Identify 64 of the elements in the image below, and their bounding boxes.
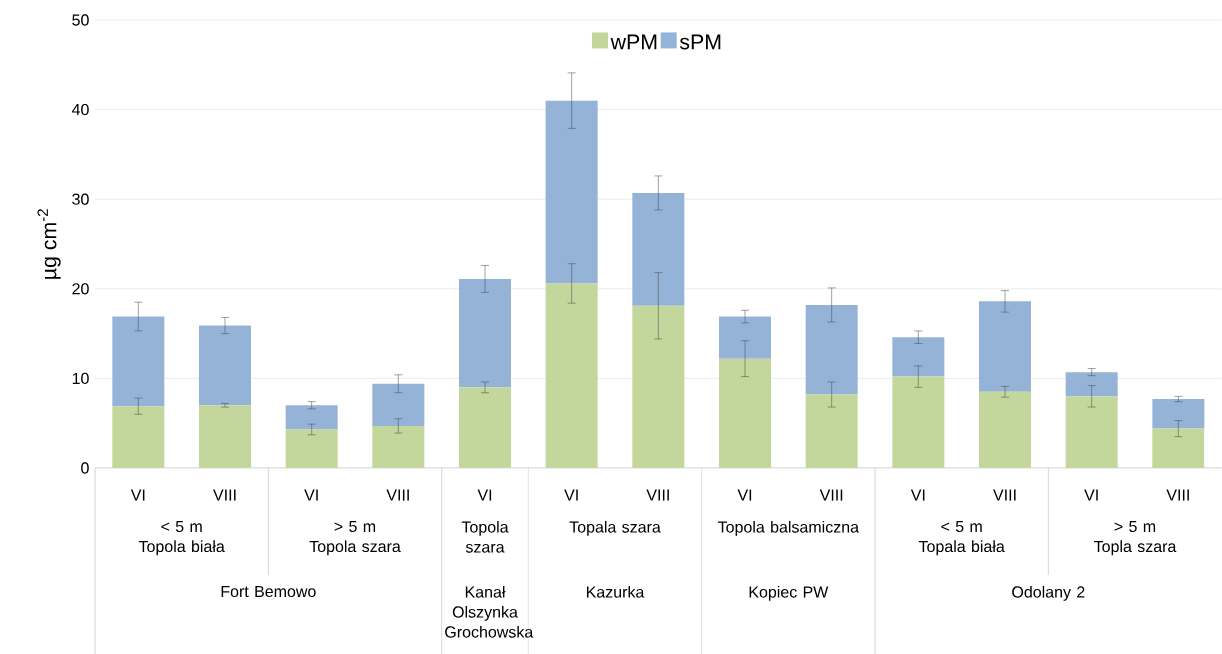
- bar: [979, 391, 1032, 468]
- bar: [719, 358, 771, 468]
- y-tick-label: 10: [72, 372, 89, 385]
- text: > 5 m: [1114, 520, 1156, 533]
- x-tick-label: VI: [130, 489, 145, 501]
- legend-label: wPM: [610, 34, 657, 50]
- bar: [285, 429, 338, 468]
- bar: [545, 100, 598, 284]
- text: Kanał Olszynka Grochowska: [445, 585, 534, 638]
- y-tick-label: 30: [72, 193, 89, 205]
- x-tick-label: VI: [477, 489, 492, 501]
- x-tick-label: VI: [910, 489, 925, 501]
- x-tick-label: VIII: [646, 489, 669, 501]
- bar: [632, 305, 685, 468]
- bar: [892, 376, 945, 468]
- y-axis-title: µg cm$^{-2}$: [37, 209, 61, 279]
- text: Topla szara: [1094, 540, 1177, 556]
- bar: [112, 406, 165, 468]
- y-tick-label: 20: [72, 283, 89, 295]
- x-tick-label: VIII: [1166, 489, 1189, 501]
- y-tick-label: 40: [71, 103, 89, 116]
- text: Topola biała: [138, 540, 225, 556]
- bar: [719, 316, 771, 359]
- x-tick-label: VI: [564, 489, 578, 501]
- x-tick-label: VIII: [819, 489, 843, 501]
- text: > 5 m: [334, 520, 376, 533]
- text: < 5 m: [161, 520, 202, 533]
- bar: [1152, 399, 1205, 429]
- text: Odolany 2: [1012, 585, 1085, 601]
- bar: [632, 192, 685, 306]
- x-tick-label: VIII: [213, 489, 236, 501]
- text: Topala biała: [918, 540, 1005, 556]
- text: Fort Bemowo: [221, 585, 316, 598]
- bar: [112, 316, 165, 407]
- bar: [199, 405, 251, 468]
- x-tick-label: VI: [737, 489, 752, 501]
- x-tick-label: VIII: [993, 489, 1016, 501]
- bar: [892, 337, 945, 377]
- text: Kazurka: [586, 585, 645, 598]
- text: Topola szara: [461, 520, 509, 553]
- text: Topola balsamiczna: [717, 520, 859, 536]
- text: Topola szara: [309, 540, 401, 556]
- text: Topala szara: [569, 520, 661, 536]
- bar: [372, 425, 425, 468]
- bar: [979, 301, 1032, 392]
- bar: [545, 283, 598, 468]
- bar: [1065, 396, 1118, 468]
- bar: [805, 304, 858, 395]
- bar: [805, 394, 858, 468]
- legend-label: sPM: [679, 34, 721, 50]
- bar: [199, 325, 251, 406]
- y-tick-label: 0: [81, 462, 89, 474]
- x-tick-label: VI: [1084, 489, 1098, 501]
- bar: [1065, 372, 1118, 397]
- bar: [285, 405, 338, 430]
- bar: [1152, 428, 1205, 468]
- bar: [459, 278, 511, 388]
- bar: [372, 383, 425, 426]
- text: Kopiec PW: [749, 585, 829, 601]
- y-tick-label: 50: [72, 14, 89, 26]
- bar: [459, 387, 511, 468]
- x-tick-label: VIII: [386, 489, 409, 501]
- x-tick-label: VI: [304, 489, 318, 501]
- text: < 5 m: [941, 520, 982, 533]
